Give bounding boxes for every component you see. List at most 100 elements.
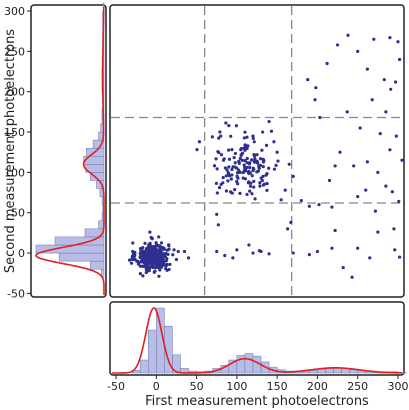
data-point (227, 165, 231, 169)
data-point (261, 130, 265, 134)
data-point (283, 188, 287, 192)
data-point (365, 160, 369, 164)
data-point (248, 184, 253, 188)
data-point (233, 151, 238, 156)
data-point (231, 256, 235, 260)
data-point (258, 184, 262, 188)
data-point (243, 167, 248, 171)
data-point (144, 268, 148, 272)
data-point (243, 130, 247, 134)
data-point (237, 159, 241, 164)
data-point (230, 148, 234, 152)
data-point (224, 174, 228, 178)
x-tick-label: 300 (387, 380, 408, 393)
data-point (251, 134, 255, 138)
data-point (223, 253, 227, 258)
histogram-bar (83, 155, 105, 165)
data-point (235, 174, 239, 178)
x-histogram-fit-curve (112, 307, 403, 374)
data-point (333, 164, 337, 168)
y-tick-label: -50 (7, 287, 25, 300)
data-point (250, 158, 254, 162)
data-point (291, 251, 295, 255)
data-point (247, 243, 251, 247)
data-point (225, 168, 229, 172)
data-point (376, 170, 380, 174)
data-point (229, 134, 233, 138)
data-point (390, 190, 394, 194)
data-point (131, 241, 135, 245)
data-point (275, 150, 279, 154)
data-point (239, 153, 243, 157)
data-point (221, 181, 225, 185)
histogram-bar (172, 354, 181, 374)
data-point (327, 178, 332, 183)
data-point (258, 181, 262, 185)
data-point (238, 156, 242, 161)
data-point (224, 121, 228, 125)
data-point (291, 174, 295, 179)
data-point (148, 230, 152, 234)
data-point (130, 257, 134, 261)
data-point (261, 157, 265, 161)
data-point (159, 259, 163, 263)
data-point (393, 80, 398, 84)
data-point (245, 135, 249, 139)
data-point (267, 166, 271, 170)
data-point (250, 174, 254, 178)
data-point (352, 164, 356, 168)
data-point (231, 165, 235, 169)
data-point (253, 157, 257, 161)
y-tick-label: 200 (4, 86, 25, 99)
data-point (248, 189, 252, 193)
data-point (146, 258, 150, 263)
data-point (186, 256, 191, 260)
data-point (400, 158, 404, 162)
data-point (251, 251, 255, 255)
data-point (242, 146, 246, 150)
data-point (260, 148, 264, 152)
data-point (228, 174, 232, 178)
data-point (235, 179, 239, 184)
data-point (330, 246, 334, 250)
y-tick-label: 150 (4, 126, 25, 139)
data-point (260, 178, 264, 183)
data-point (215, 167, 219, 171)
x-tick-label: -50 (107, 380, 125, 393)
data-point (227, 148, 231, 152)
y-histogram-frame (30, 4, 107, 298)
data-point (171, 253, 175, 257)
histogram-bar (164, 325, 173, 374)
data-point (235, 166, 239, 170)
x-tick-label: 200 (307, 380, 328, 393)
data-point (227, 123, 231, 128)
data-point (224, 189, 229, 193)
data-point (259, 176, 263, 180)
data-point (392, 227, 396, 231)
data-point (356, 194, 360, 199)
data-point (333, 228, 337, 233)
x-histogram-bars (131, 307, 407, 374)
data-point (176, 249, 180, 254)
data-point (221, 175, 225, 180)
data-point (195, 148, 199, 152)
data-point (388, 36, 392, 40)
data-point (229, 177, 233, 181)
data-point (151, 265, 155, 270)
data-point (159, 241, 164, 245)
data-point (149, 235, 153, 240)
data-point (313, 98, 317, 102)
data-point (307, 204, 311, 208)
data-point (350, 275, 354, 279)
y-tick-label: 100 (4, 166, 25, 179)
data-point (215, 191, 219, 195)
data-point (217, 185, 222, 190)
data-point (197, 140, 202, 144)
data-point (241, 176, 245, 180)
data-point (233, 188, 237, 192)
data-point (154, 265, 158, 270)
data-point (335, 43, 340, 47)
data-point (156, 262, 160, 266)
data-point (279, 198, 283, 202)
